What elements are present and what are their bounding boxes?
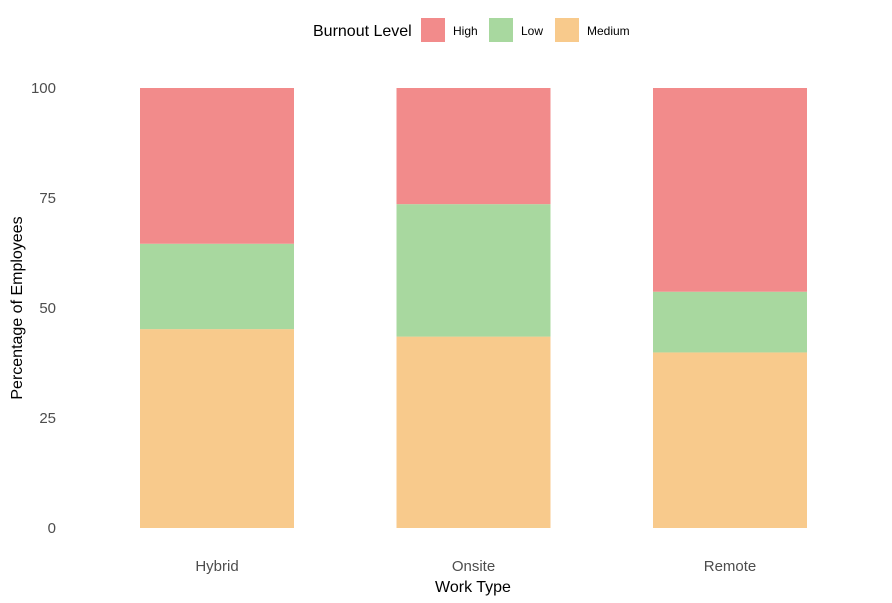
y-axis-title: Percentage of Employees: [9, 216, 26, 399]
legend-label-medium: Medium: [587, 24, 630, 38]
legend-title: Burnout Level: [313, 23, 412, 40]
legend-label-high: High: [453, 24, 478, 38]
legend-key-medium: [555, 18, 579, 42]
legend: Burnout Level High Low Medium: [313, 18, 630, 42]
y-tick-label: 75: [39, 190, 56, 207]
legend-key-low: [489, 18, 513, 42]
bar-onsite-medium: [396, 336, 551, 528]
x-tick-label: Onsite: [452, 558, 495, 575]
legend-label-low: Low: [521, 24, 543, 38]
bars: [140, 88, 807, 528]
x-tick-label: Hybrid: [195, 558, 238, 575]
bar-hybrid-high: [140, 88, 294, 244]
y-tick-label: 100: [31, 80, 56, 97]
bar-onsite-low: [396, 204, 551, 337]
bar-hybrid-medium: [140, 329, 294, 528]
y-tick-label: 50: [39, 300, 56, 317]
y-axis-ticks: 0 25 50 75 100: [31, 80, 56, 537]
bar-onsite-high: [396, 88, 551, 205]
x-axis-title: Work Type: [435, 579, 511, 596]
legend-key-high: [421, 18, 445, 42]
bar-remote-high: [653, 88, 807, 292]
bar-remote-medium: [653, 352, 807, 528]
bar-hybrid-low: [140, 243, 294, 330]
x-tick-label: Remote: [704, 558, 757, 575]
y-tick-label: 25: [39, 410, 56, 427]
y-tick-label: 0: [48, 520, 56, 537]
bar-remote-low: [653, 291, 807, 353]
x-axis-ticks: Hybrid Onsite Remote: [195, 558, 756, 575]
